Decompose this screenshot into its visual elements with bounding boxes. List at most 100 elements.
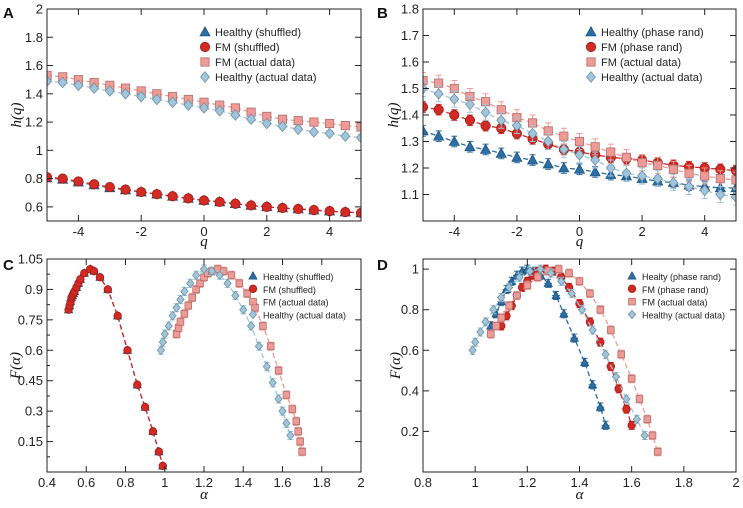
data-point xyxy=(133,380,142,389)
x-tick-label: 2 xyxy=(357,475,364,490)
data-point xyxy=(80,269,89,278)
y-tick-label: 0.8 xyxy=(25,171,43,186)
legend-marker xyxy=(200,57,210,67)
data-point xyxy=(543,278,553,287)
x-tick-label: -4 xyxy=(73,224,85,239)
legend-marker xyxy=(628,297,636,306)
x-tick-label: 1.6 xyxy=(273,475,291,490)
y-tick-label: 1.2 xyxy=(401,161,419,176)
y-axis-label: F(α) xyxy=(388,352,404,380)
data-point xyxy=(239,304,248,315)
data-point xyxy=(433,104,444,115)
legend-label: FM (actual data) xyxy=(601,57,681,69)
panel-B-data xyxy=(423,72,736,206)
legend-marker xyxy=(627,309,637,320)
data-point xyxy=(648,431,657,440)
y-axis-label: h(q) xyxy=(9,103,25,128)
series-D-3 xyxy=(468,264,649,441)
data-point xyxy=(480,120,491,131)
panel-D-data xyxy=(468,264,662,457)
data-point xyxy=(476,327,485,337)
data-point xyxy=(504,282,514,293)
legend-label: FM (actual data) xyxy=(642,298,708,308)
series-D-2 xyxy=(486,264,662,457)
data-point xyxy=(160,329,169,339)
data-point xyxy=(309,117,319,127)
data-point xyxy=(247,321,256,331)
data-point xyxy=(192,285,200,294)
series-C-0 xyxy=(63,264,168,470)
legend-marker xyxy=(627,270,637,280)
data-point xyxy=(214,196,225,208)
data-point xyxy=(496,114,507,127)
y-tick-label: 1.4 xyxy=(25,86,43,101)
data-point xyxy=(546,268,555,279)
x-axis-label: q xyxy=(200,234,208,250)
legend-marker xyxy=(627,284,637,293)
data-point xyxy=(123,346,132,355)
data-point xyxy=(140,402,150,412)
y-axis-label: F(α) xyxy=(8,352,24,380)
data-point xyxy=(89,179,100,190)
data-point xyxy=(274,394,283,404)
data-point xyxy=(471,337,480,347)
data-point xyxy=(73,79,84,92)
y-tick-label: 0.9 xyxy=(25,282,43,297)
x-tick-label: 1 xyxy=(472,475,479,490)
data-point xyxy=(298,447,306,456)
series-line xyxy=(47,74,361,128)
series-B-2 xyxy=(423,72,736,189)
data-point xyxy=(492,322,500,330)
legend-label: FM (shuffled) xyxy=(215,42,280,54)
data-point xyxy=(684,180,694,193)
series-line xyxy=(67,268,164,467)
data-point xyxy=(433,87,444,100)
y-tick-label: 1.8 xyxy=(25,30,43,45)
data-point xyxy=(497,292,506,303)
data-point xyxy=(627,374,636,383)
legend-marker xyxy=(199,25,211,37)
data-point xyxy=(637,158,647,168)
x-tick-label: 2 xyxy=(638,224,645,239)
panel-label: A xyxy=(3,5,14,22)
data-point xyxy=(536,264,545,274)
data-point xyxy=(635,395,644,403)
y-tick-label: 0.6 xyxy=(25,343,43,358)
data-point xyxy=(120,87,131,100)
data-point xyxy=(261,117,272,130)
data-point xyxy=(433,130,445,141)
data-point xyxy=(643,415,652,424)
y-tick-label: 1.6 xyxy=(25,58,43,73)
y-tick-label: 0.8 xyxy=(401,302,419,317)
data-point xyxy=(168,310,177,321)
data-point xyxy=(294,427,302,436)
data-point xyxy=(198,195,210,206)
data-point xyxy=(57,76,68,89)
data-point xyxy=(479,143,492,154)
series-line xyxy=(47,176,361,214)
series-C-3 xyxy=(156,264,295,441)
data-point xyxy=(325,118,335,129)
data-point xyxy=(513,291,521,300)
data-point xyxy=(158,461,167,471)
data-point xyxy=(587,379,598,389)
data-point xyxy=(617,350,625,359)
y-tick-label: 1.7 xyxy=(401,28,419,43)
legend-label: Healty (phase rand) xyxy=(642,272,721,282)
data-point xyxy=(621,167,632,180)
data-point xyxy=(196,279,204,288)
data-point xyxy=(199,102,209,114)
data-point xyxy=(652,172,663,185)
data-point xyxy=(715,188,726,201)
data-point xyxy=(558,161,570,173)
series-line xyxy=(67,268,164,467)
panel-A-data xyxy=(47,70,361,219)
series-line xyxy=(47,80,361,139)
legend-label: Healthy (shuffled) xyxy=(263,272,333,282)
data-point xyxy=(158,337,167,347)
legend-marker xyxy=(248,270,258,280)
y-tick-label: 1.6 xyxy=(401,55,419,70)
data-point xyxy=(282,418,291,429)
data-point xyxy=(590,154,601,166)
